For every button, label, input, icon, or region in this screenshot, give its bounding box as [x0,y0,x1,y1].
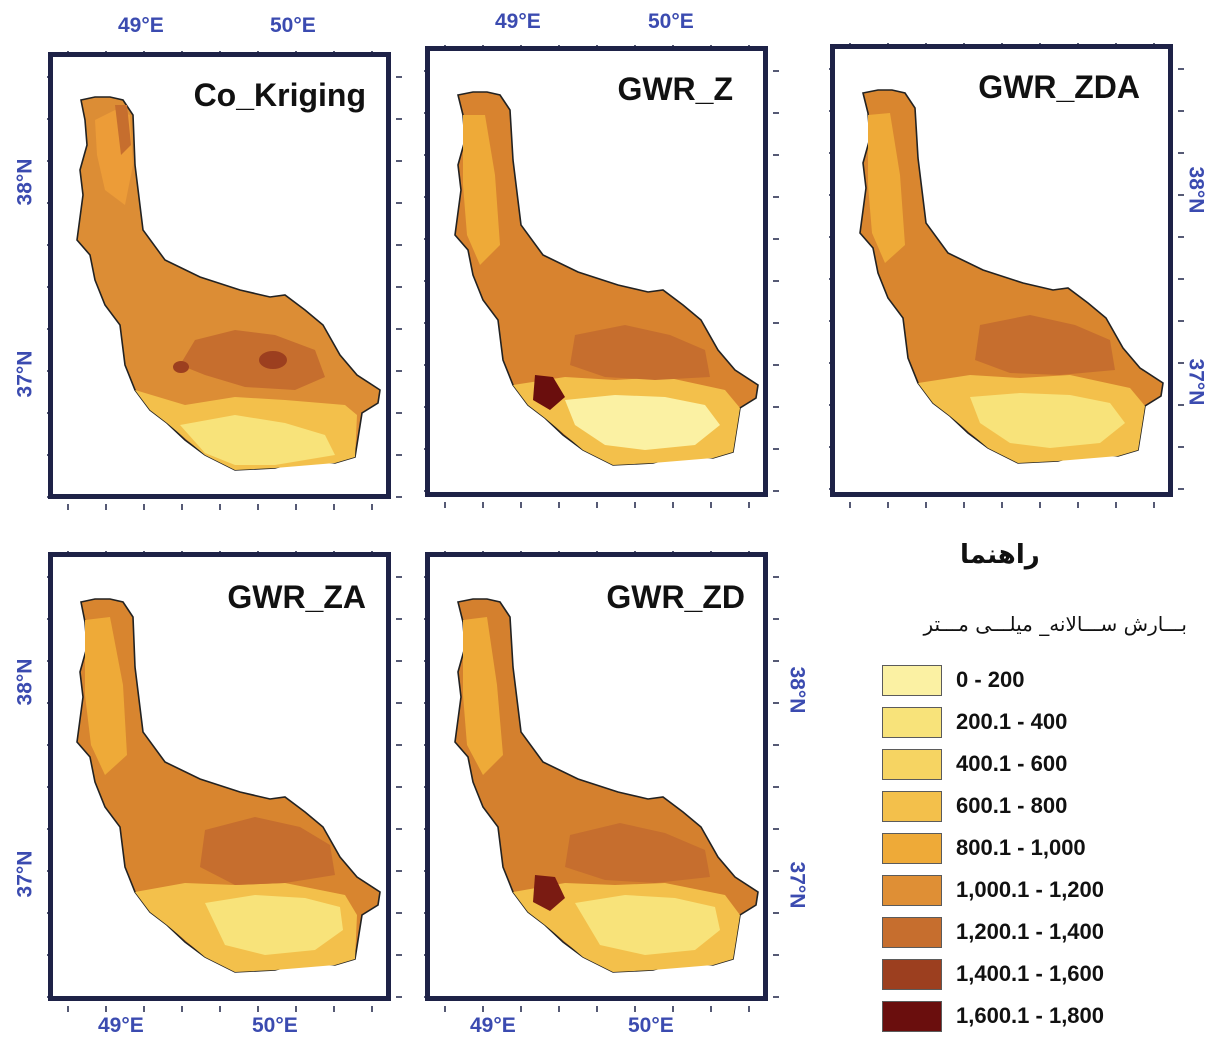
legend-swatch [882,1000,942,1032]
legend-item: 1,600.1 - 1,800 [882,999,1104,1033]
latitude-label: 37°N [785,861,809,909]
longitude-label: 50°E [648,10,694,33]
precipitation-map-co-kriging [76,96,381,471]
legend-swatch [882,958,942,990]
map-panel-gwr-zda: GWR_ZDA [829,43,1184,508]
precipitation-map-gwr-z [454,91,759,466]
map-panel-gwr-z: GWR_Z [424,45,779,508]
legend-swatch [882,706,942,738]
legend-swatch [882,874,942,906]
map-panel-co-kriging: Co_Kriging [47,51,402,510]
map-title: GWR_ZD [606,579,745,615]
legend-swatch [882,832,942,864]
legend-label: 1,400.1 - 1,600 [956,961,1105,986]
map-panel-gwr-zd: GWR_ZD [424,551,779,1012]
legend-item: 400.1 - 600 [882,747,1067,781]
legend-item: 1,400.1 - 1,600 [882,957,1104,991]
frame-ticks [424,45,779,508]
legend-label: 200.1 - 400 [956,709,1068,734]
precipitation-map-gwr-za [76,598,381,973]
longitude-label: 49°E [98,1014,144,1037]
legend-title: راهنما [960,540,1040,570]
map-title: GWR_ZA [227,579,366,615]
legend-label: 0 - 200 [956,667,1025,692]
longitude-label: 50°E [270,14,316,37]
frame-ticks [47,51,402,510]
legend-item: 1,000.1 - 1,200 [882,873,1104,907]
legend-label: 400.1 - 600 [956,751,1068,776]
legend-item: 600.1 - 800 [882,789,1067,823]
legend-label: 600.1 - 800 [956,793,1068,818]
precipitation-map-gwr-zd [454,598,759,973]
legend-swatch [882,664,942,696]
legend-label: 1,000.1 - 1,200 [956,877,1105,902]
legend-subtitle: بـــارش ســـالانه_ میلـــی مـــتر [923,612,1188,636]
latitude-label: 38°N [1184,166,1207,214]
longitude-label: 49°E [470,1014,516,1037]
map-panel-gwr-za: GWR_ZA [47,551,402,1012]
legend-item: 800.1 - 1,000 [882,831,1086,865]
legend-swatch [882,748,942,780]
latitude-label: 37°N [13,850,37,898]
longitude-label: 49°E [495,10,541,33]
latitude-label: 38°N [13,658,37,706]
map-title: Co_Kriging [193,77,366,113]
legend-label: 800.1 - 1,000 [956,835,1086,860]
precipitation-map-gwr-zda [859,89,1164,464]
frame-ticks [47,551,402,1012]
legend-swatch [882,790,942,822]
longitude-label: 50°E [252,1014,298,1037]
legend-item: 0 - 200 [882,663,1025,697]
legend-label: 1,600.1 - 1,800 [956,1003,1105,1028]
legend-item: 1,200.1 - 1,400 [882,915,1104,949]
legend-label: 1,200.1 - 1,400 [956,919,1105,944]
longitude-label: 49°E [118,14,164,37]
legend-swatch [882,916,942,948]
map-title: GWR_ZDA [978,69,1140,105]
map-title: GWR_Z [617,71,733,107]
latitude-label: 38°N [785,666,809,714]
frame-ticks [424,551,779,1012]
legend-item: 200.1 - 400 [882,705,1067,739]
latitude-label: 38°N [13,158,37,206]
frame-ticks [829,43,1184,508]
latitude-label: 37°N [13,350,37,398]
latitude-label: 37°N [1184,358,1207,406]
longitude-label: 50°E [628,1014,674,1037]
